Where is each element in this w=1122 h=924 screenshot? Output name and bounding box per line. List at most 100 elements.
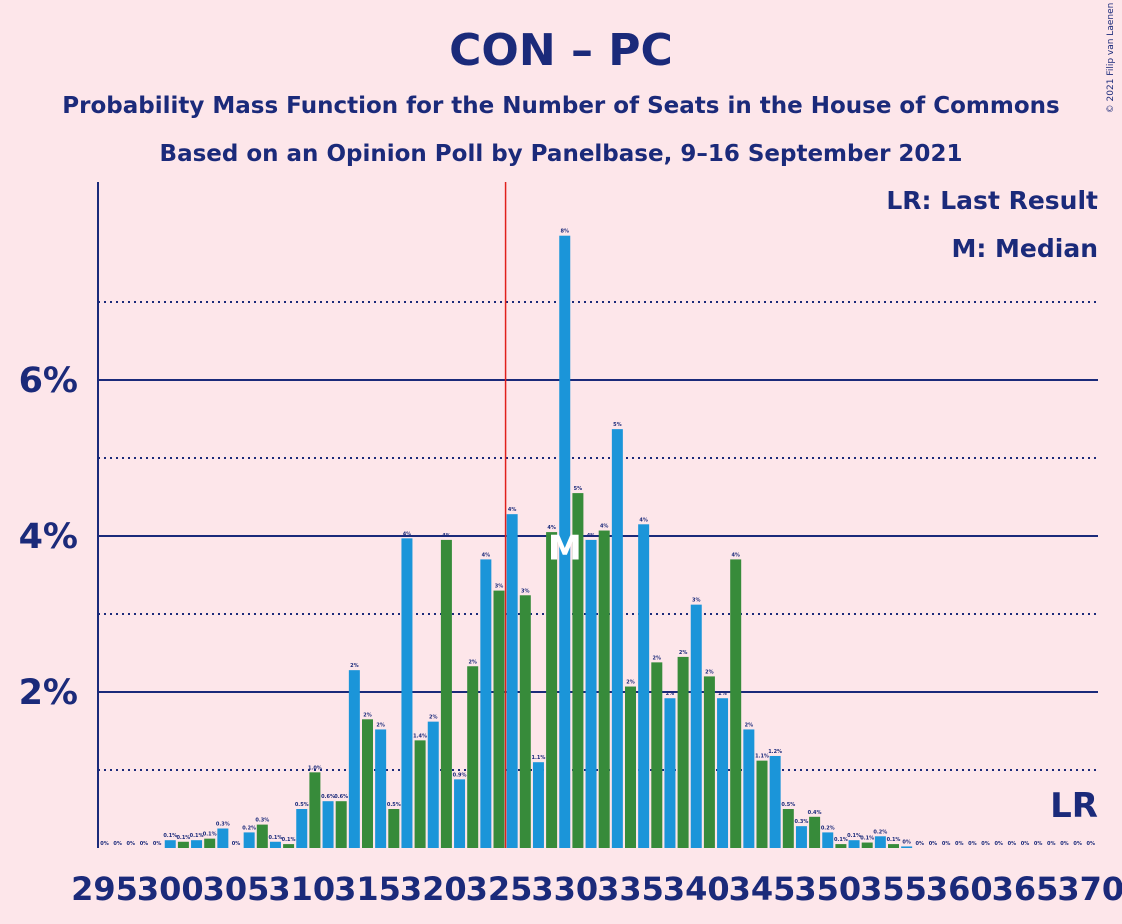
bar-label-seat-339: 2% [679,650,688,656]
bar-label-seat-323: 2% [468,659,477,665]
legend-median: M: Median [951,234,1098,263]
y-tick-label: 2% [19,673,78,713]
bar-label-seat-300: 0.1% [163,833,177,839]
chart-subtitle-1: Probability Mass Function for the Number… [62,93,1059,119]
bar-label-seat-312: 0.6% [321,794,335,800]
bar-seat-352 [848,840,860,848]
bar-label-seat-321: 4% [442,533,451,539]
bar-label-seat-357: 0% [916,841,925,847]
bar-seat-334 [611,429,623,848]
bar-label-seat-351: 0.1% [834,837,848,843]
x-tick-label: 305 [203,870,270,908]
legend-last-result: LR: Last Result [886,186,1098,215]
x-tick-label: 325 [466,870,533,908]
median-marker: M [548,529,582,569]
bar-label-seat-320: 2% [429,715,438,721]
bar-seat-350 [822,832,834,848]
bar-label-seat-328: 1.1% [532,755,546,761]
bar-seat-310 [296,809,308,848]
y-tick-label: 4% [19,517,78,557]
bar-label-seat-343: 4% [731,552,740,558]
bar-seat-307 [256,824,268,848]
bar-label-seat-340: 3% [692,598,701,604]
x-tick-label: 350 [794,870,861,908]
bar-label-seat-316: 2% [376,722,385,728]
bar-label-seat-334: 5% [613,422,622,428]
bar-seat-330 [559,235,571,848]
y-tick-label: 6% [19,361,78,401]
bar-seat-322 [454,779,466,848]
bar-seat-339 [677,656,689,848]
bar-label-seat-336: 4% [639,517,648,523]
bar-label-seat-350: 0.2% [821,825,835,831]
bar-label-seat-306: 0.2% [242,825,256,831]
bar-seat-332 [585,539,597,848]
bar-label-seat-317: 0.5% [387,802,401,808]
bar-seat-324 [480,559,492,848]
bar-label-seat-356: 0% [902,839,911,845]
bar-label-seat-344: 2% [745,722,754,728]
bar-label-seat-297: 0% [127,841,136,847]
bar-label-seat-326: 4% [508,507,517,513]
bar-seat-320 [427,721,439,848]
bar-label-seat-361: 0% [968,841,977,847]
bar-label-seat-364: 0% [1008,841,1017,847]
bar-seat-353 [861,842,873,848]
bar-label-seat-308: 0.1% [269,835,283,841]
gridlines [98,301,1098,771]
x-tick-label: 355 [860,870,927,908]
bar-label-seat-370: 0% [1087,841,1096,847]
bars [164,235,913,848]
bar-seat-328 [532,762,544,848]
bar-value-labels: 0% 0% 0% 0% 0%0.1% 0.1% 0.1% 0.1%0.3%0%0.2%0.3%… [100,229,1095,847]
bar-seat-303 [204,838,216,848]
bar-label-seat-319: 1.4% [413,733,427,739]
x-tick-label: 335 [597,870,664,908]
last-result-marker: LR [1050,786,1098,826]
bar-seat-327 [519,595,531,848]
bar-label-seat-325: 3% [495,584,504,590]
bar-seat-323 [467,666,479,848]
bar-label-seat-310: 0.5% [295,802,309,808]
bar-seat-304 [217,828,229,848]
bar-label-seat-302: 0.1% [190,833,204,839]
bar-seat-342 [717,698,729,848]
bar-label-seat-365: 0% [1021,841,1030,847]
bar-label-seat-298: 0% [140,841,149,847]
bar-seat-345 [756,760,768,848]
bar-label-seat-348: 0.3% [795,819,809,825]
bar-seat-314 [348,670,360,848]
bar-seat-340 [690,604,702,848]
chart-title: CON – PC [449,25,673,76]
bar-label-seat-332: 4% [587,533,596,539]
bar-seat-315 [362,719,373,848]
x-tick-label: 365 [992,870,1059,908]
bar-label-seat-345: 1.1% [755,754,769,760]
bar-label-seat-329: 4% [547,525,556,531]
x-tick-label: 300 [137,870,204,908]
bar-seat-316 [375,729,387,848]
bar-seat-347 [782,809,794,848]
bar-label-seat-353: 0.1% [860,836,874,842]
bar-seat-336 [638,524,650,848]
bar-seat-325 [493,590,505,848]
x-tick-label: 360 [926,870,993,908]
bar-label-seat-324: 4% [482,552,491,558]
bar-label-seat-347: 0.5% [781,802,795,808]
bar-seat-312 [322,801,334,848]
x-tick-label: 295 [71,870,138,908]
bar-seat-355 [888,844,899,848]
bar-seat-302 [191,840,203,848]
bar-label-seat-335: 2% [626,680,635,686]
bar-seat-311 [309,772,321,848]
bar-label-seat-362: 0% [981,841,990,847]
x-tick-label: 310 [268,870,335,908]
bar-seat-306 [243,832,255,848]
bar-label-seat-341: 2% [705,669,714,675]
x-tick-label: 370 [1057,870,1122,908]
bar-seat-318 [401,538,413,848]
bar-seat-331 [572,493,584,848]
axis-ticks: 2%4%6%2953003053103153203253303353403453… [19,361,1122,908]
bar-label-seat-354: 0.2% [873,829,887,835]
